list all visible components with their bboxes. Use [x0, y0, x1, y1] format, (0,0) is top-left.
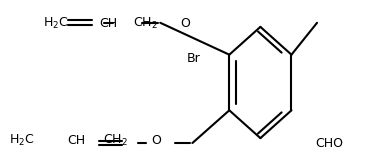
Text: CH: CH	[68, 134, 86, 147]
Text: H$_2$C: H$_2$C	[43, 16, 69, 31]
Text: H$_2$C: H$_2$C	[9, 133, 35, 148]
Text: Br: Br	[187, 52, 200, 65]
Text: O: O	[151, 134, 161, 147]
Text: CH$_2$: CH$_2$	[103, 133, 128, 148]
Text: CH: CH	[99, 17, 117, 30]
Text: CHO: CHO	[315, 137, 343, 150]
Text: CH$_2$: CH$_2$	[133, 16, 158, 31]
Text: O: O	[180, 17, 190, 30]
